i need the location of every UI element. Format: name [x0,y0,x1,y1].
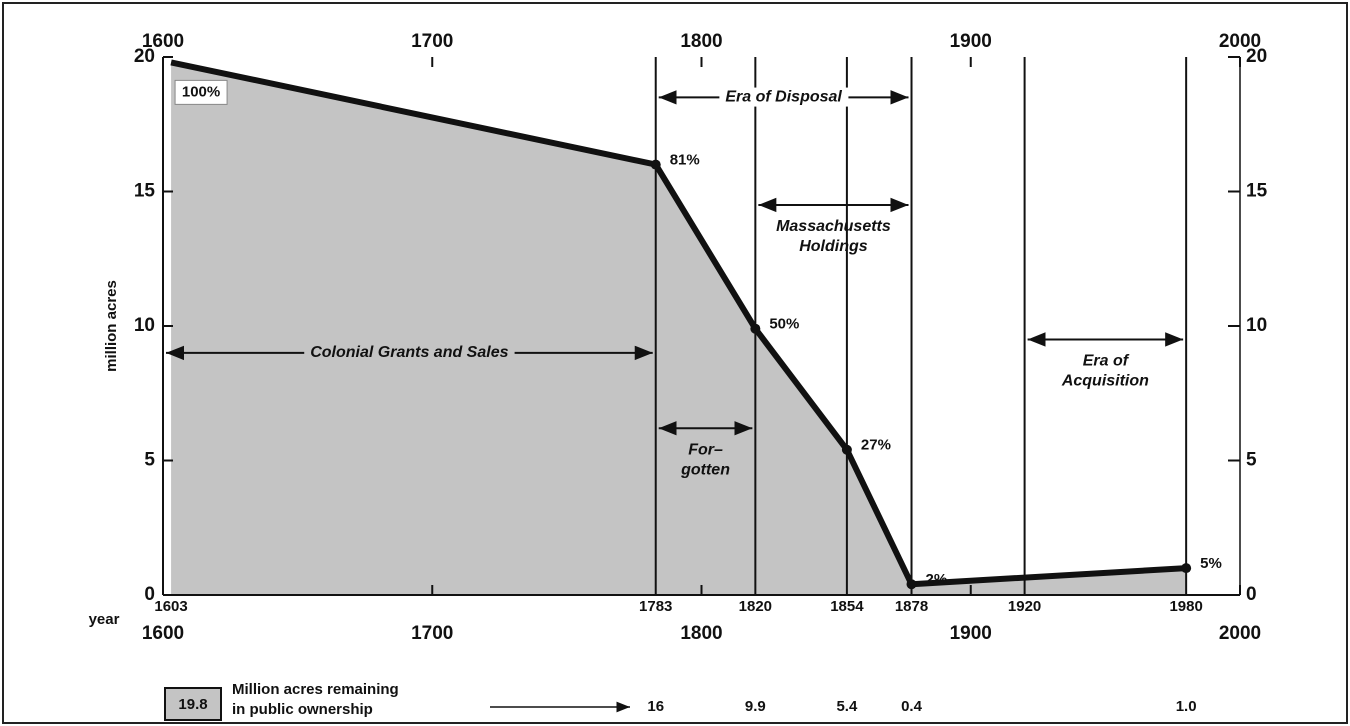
value-label: 5.4 [836,698,858,715]
x-tick-label-top: 2000 [1219,31,1261,52]
percent-label: 27% [861,437,891,454]
x-tick-label-top: 1900 [950,31,992,52]
x-axis-label: year [89,611,120,628]
value-label: 1.0 [1176,698,1197,715]
span-label: For– [688,441,723,458]
area [171,62,1186,595]
year-marker-label: 1603 [154,598,187,615]
y-tick-label-right: 10 [1246,315,1267,336]
point [842,445,852,455]
y-tick-label-right: 15 [1246,181,1268,202]
percent-label: 81% [670,152,700,169]
span-label: Massachusetts [776,218,891,235]
x-tick-label: 1600 [142,623,184,644]
x-tick-label: 1800 [680,623,722,644]
point [907,579,917,589]
span-label: Holdings [799,238,868,255]
value-label: 16 [647,698,664,715]
y-tick-label: 10 [134,315,155,336]
x-tick-label: 2000 [1219,623,1261,644]
y-axis-label: million acres [103,280,120,372]
point [1181,563,1191,573]
y-tick-label: 0 [144,584,155,605]
y-tick-label-right: 0 [1246,584,1257,605]
span-label: Era of [1083,353,1130,370]
x-tick-label-top: 1800 [680,31,722,52]
year-marker-label: 1980 [1169,598,1202,615]
year-marker-label: 1854 [830,598,864,615]
point [750,324,760,334]
year-marker-label: 1920 [1008,598,1041,615]
span-label: Acquisition [1061,373,1149,390]
y-tick-label-right: 5 [1246,450,1257,471]
value-label: 0.4 [901,698,923,715]
year-marker-label: 1878 [895,598,928,615]
x-tick-label: 1700 [411,623,453,644]
span-label: Era of Disposal [725,89,842,106]
legend-label: Million acres remaining [232,681,399,698]
x-tick-label-top: 1700 [411,31,453,52]
span-label: gotten [680,461,730,478]
legend-label: in public ownership [232,701,373,718]
value-label: 9.9 [745,698,766,715]
span-label: Colonial Grants and Sales [310,344,508,361]
percent-label: 100% [182,83,220,100]
year-marker-label: 1783 [639,598,672,615]
legend-value: 19.8 [178,696,207,713]
percent-label: 2% [926,571,948,588]
y-tick-label: 15 [134,181,156,202]
percent-label: 50% [769,316,799,333]
year-marker-label: 1820 [739,598,772,615]
x-tick-label: 1900 [950,623,992,644]
chart: million acres year 1603 1783 1820 1854 1878 1… [0,0,1350,726]
percent-label: 5% [1200,555,1222,572]
y-tick-label: 5 [144,450,155,471]
x-tick-label-top: 1600 [142,31,184,52]
point [651,160,661,170]
